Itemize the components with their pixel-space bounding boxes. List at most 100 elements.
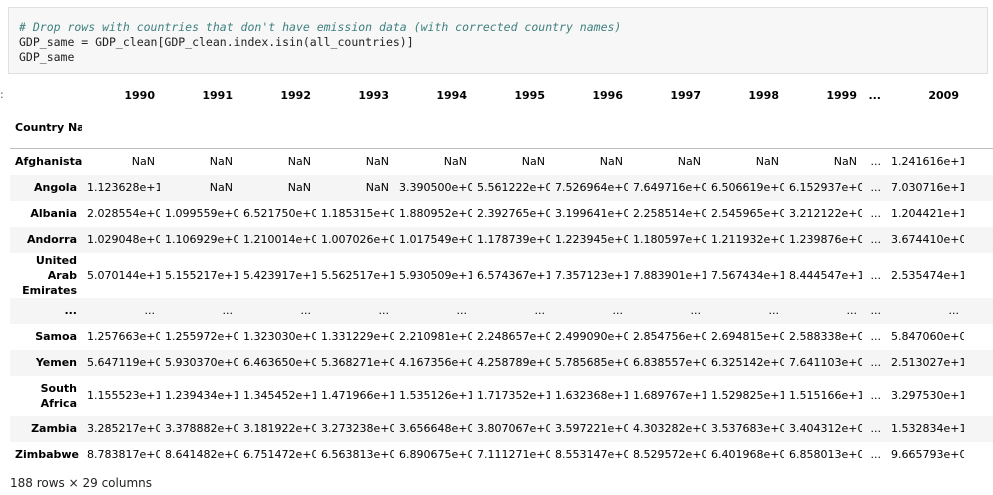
row-index: Afghanistan — [15, 155, 82, 169]
column-header: 1995 — [514, 88, 545, 102]
table-cell: ... — [456, 304, 468, 317]
header-cell — [862, 106, 886, 149]
table-row: Angola 1.123628e+10 NaN NaN NaN 3.390500e+09 5… — [10, 174, 993, 201]
header-cell — [238, 106, 316, 149]
header-cell — [886, 106, 964, 149]
table-cell: 1.255972e+08 — [165, 330, 238, 343]
table-cell: ... — [870, 422, 882, 435]
column-header: 1991 — [202, 88, 233, 102]
code-line: GDP_same = GDP_clean[GDP_clean.index.isi… — [19, 35, 414, 49]
table-cell: 8.641482e+09 — [165, 448, 238, 461]
table-cell: 2.499090e+08 — [555, 330, 628, 343]
table-cell: 6.858013e+09 — [789, 448, 862, 461]
table-cell: 2.210981e+08 — [399, 330, 472, 343]
header-cell — [472, 106, 550, 149]
row-index: South Africa — [40, 381, 77, 410]
table-cell: NaN — [209, 155, 233, 169]
table-cell: 7.883901e+10 — [633, 268, 706, 282]
index-name-row: Country Name — [10, 106, 993, 149]
table-cell: 4.167356e+09 — [399, 356, 472, 369]
table-cell: 1.155523e+11 — [87, 389, 160, 402]
table-cell: 2.513027e+10 — [891, 356, 964, 369]
table-cell: 1.204421e+10 — [891, 207, 964, 220]
table-cell: 3.212122e+09 — [789, 207, 862, 220]
dataframe: 1990 1991 1992 1993 1994 1995 1996 1997 1998 1999… — [10, 84, 993, 466]
table-cell: 6.506619e+09 — [711, 181, 784, 194]
table-cell: 1.178739e+09 — [477, 233, 550, 246]
table-cell: 1.007026e+09 — [321, 233, 394, 246]
table-cell: 5.930370e+09 — [165, 356, 238, 369]
table-cell: 3.44 — [964, 227, 993, 253]
table-cell: 3.656648e+09 — [399, 422, 472, 435]
table-cell: NaN — [521, 155, 545, 169]
table-cell: 1.515166e+11 — [789, 389, 862, 402]
header-cell — [10, 84, 82, 106]
code-cell[interactable]: # Drop rows with countries that don't ha… — [8, 7, 988, 74]
table-cell: 1.529825e+11 — [711, 389, 784, 402]
table-cell: 2.588338e+08 — [789, 330, 862, 343]
table-cell: 4.17 — [964, 376, 993, 416]
table-cell: 1.632368e+11 — [555, 389, 628, 402]
header-cell — [964, 106, 993, 149]
table-cell: 6.890675e+09 — [399, 448, 472, 461]
column-header — [964, 84, 993, 106]
table-cell: 7.030716e+10 — [891, 181, 964, 194]
table-cell: 9.665793e+09 — [891, 448, 964, 461]
table-cell: 8.553147e+09 — [555, 448, 628, 461]
table-row: Zimbabwe 8.783817e+09 8.641482e+09 6.751472… — [10, 442, 993, 467]
table-cell: 3.199641e+09 — [555, 207, 628, 220]
table-cell: 3.273238e+09 — [321, 422, 394, 435]
table-cell: 1.106929e+09 — [165, 233, 238, 246]
table-cell: 7.526964e+09 — [555, 181, 628, 194]
table-cell: 1.689767e+11 — [633, 389, 706, 402]
table-cell: ... — [870, 304, 882, 317]
table-cell: ... — [870, 181, 882, 194]
table-cell: 1.58 — [964, 149, 993, 175]
table-cell: 2.248657e+08 — [477, 330, 550, 343]
table-cell: 2.02 — [964, 416, 993, 442]
table-row: Andorra 1.029048e+09 1.106929e+09 1.210014e… — [10, 226, 993, 253]
table-cell: 5.070144e+10 — [87, 268, 160, 282]
column-header: 1997 — [670, 88, 701, 102]
table-cell: ... — [870, 356, 882, 369]
table-cell: 3.390500e+09 — [399, 181, 472, 194]
table-row: Afghanistan NaN NaN NaN NaN NaN NaN NaN NaN NaN Na… — [10, 149, 993, 175]
table-cell: 3.285217e+09 — [87, 422, 160, 435]
table-cell: ... — [870, 155, 882, 169]
table-cell: ... — [948, 304, 960, 317]
table-row: Samoa 1.257663e+08 1.255972e+08 1.323030e+0… — [10, 324, 993, 350]
table-cell: 3.404312e+09 — [789, 422, 862, 435]
table-cell: 1.185315e+09 — [321, 207, 394, 220]
table-cell: 2.694815e+08 — [711, 330, 784, 343]
table-cell: ... — [300, 304, 312, 317]
table-cell: NaN — [833, 155, 857, 169]
table-cell: NaN — [755, 155, 779, 169]
table-cell: ... — [690, 304, 702, 317]
column-header: 1993 — [358, 88, 389, 102]
table-cell: 1.017549e+09 — [399, 233, 472, 246]
table-cell: 1.257663e+08 — [87, 330, 160, 343]
table-cell: NaN — [209, 181, 233, 194]
table-cell: 1.210014e+09 — [243, 233, 316, 246]
table-cell: 4.258789e+09 — [477, 356, 550, 369]
table-cell: 2.89 — [964, 253, 993, 298]
row-index: Angola — [34, 181, 77, 194]
table-cell: NaN — [365, 181, 389, 194]
table-cell: 1.19 — [964, 201, 993, 227]
header-cell — [316, 106, 394, 149]
table-cell: ... — [870, 330, 882, 343]
output-prompt: : — [0, 88, 4, 101]
header-row: 1990 1991 1992 1993 1994 1995 1996 1997 1998 1999… — [10, 84, 993, 106]
table-cell: 5.562517e+10 — [321, 268, 394, 282]
table-row: South Africa 1.155523e+11 1.239434e+11 1.34… — [10, 376, 993, 416]
code-line: # Drop rows with countries that don't ha… — [19, 20, 622, 34]
table-cell: 5.930509e+10 — [399, 268, 472, 282]
table-cell: 2.392765e+09 — [477, 207, 550, 220]
table-cell: 5.561222e+09 — [477, 181, 550, 194]
table-shape: 188 rows × 29 columns — [10, 476, 152, 490]
table-cell: 1.180597e+09 — [633, 233, 706, 246]
header-cell — [82, 106, 160, 149]
index-name: Country Name — [15, 120, 82, 134]
table-cell: 1.345452e+11 — [243, 389, 316, 402]
table-row: United Arab Emirates 5.070144e+10 5.155217… — [10, 253, 993, 298]
